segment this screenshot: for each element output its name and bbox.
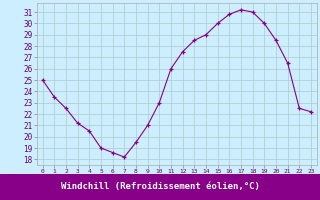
Text: Windchill (Refroidissement éolien,°C): Windchill (Refroidissement éolien,°C): [60, 182, 260, 192]
